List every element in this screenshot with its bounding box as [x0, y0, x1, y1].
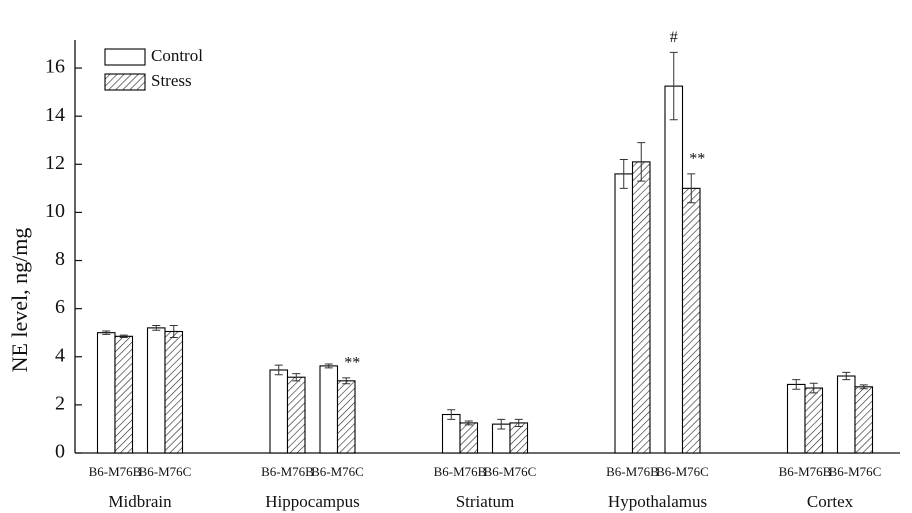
- error-bar: [324, 363, 333, 369]
- bar: [164, 330, 184, 454]
- group-label: Hippocampus: [265, 492, 359, 511]
- bar: [96, 332, 116, 454]
- group-label: Cortex: [807, 492, 854, 511]
- bar: [441, 413, 461, 454]
- bar: [286, 376, 306, 454]
- error-bar: [792, 379, 801, 390]
- bar: [146, 327, 166, 454]
- error-bar: [669, 51, 678, 121]
- y-tick-label: 6: [55, 296, 65, 318]
- legend-swatch: [104, 48, 146, 66]
- x-tick-label: B6-M76C: [656, 464, 709, 479]
- bar: [114, 335, 134, 454]
- bar: [319, 365, 339, 454]
- bar: [804, 387, 824, 454]
- error-bar: [447, 409, 456, 420]
- error-bar: [292, 373, 301, 382]
- error-bar: [152, 324, 161, 331]
- error-bar: [809, 382, 818, 394]
- bar: [269, 369, 289, 454]
- group-label: Midbrain: [108, 492, 172, 511]
- error-bar: [169, 324, 178, 339]
- error-bar: [274, 364, 283, 376]
- y-tick-label: 14: [45, 104, 65, 126]
- bar: [854, 386, 874, 454]
- group-label: Striatum: [456, 492, 515, 511]
- y-axis-label: NE level, ng/mg: [7, 228, 32, 373]
- error-bar: [637, 142, 646, 182]
- error-bar: [464, 420, 473, 426]
- error-bar: [119, 334, 128, 339]
- y-tick-label: 16: [45, 56, 65, 78]
- bar: [664, 85, 684, 454]
- x-tick-label: B6-M76C: [484, 464, 537, 479]
- bar: [509, 422, 529, 454]
- error-bar: [514, 418, 523, 428]
- error-bar: [859, 384, 868, 390]
- error-bar: [102, 330, 111, 335]
- x-tick-label: B6-M76B: [89, 464, 142, 479]
- bar: [336, 380, 356, 454]
- annotation: **: [689, 151, 705, 168]
- y-tick-label: 10: [45, 200, 65, 222]
- x-tick-label: B6-M76B: [779, 464, 832, 479]
- y-tick-label: 8: [55, 248, 65, 270]
- legend-label: Control: [151, 46, 203, 65]
- bar: [786, 383, 806, 454]
- error-bar: [497, 418, 506, 430]
- error-bar: [342, 377, 351, 385]
- annotation: **: [344, 355, 360, 372]
- bar: [614, 173, 634, 454]
- y-tick-label: 2: [55, 392, 65, 414]
- error-bar: [842, 371, 851, 381]
- annotation: #: [670, 29, 678, 46]
- y-tick-label: 0: [55, 441, 65, 463]
- y-tick-label: 4: [55, 344, 65, 366]
- bar: [681, 187, 701, 454]
- x-tick-label: B6-M76C: [829, 464, 882, 479]
- legend-label: Stress: [151, 71, 192, 90]
- group-label: Hypothalamus: [608, 492, 707, 511]
- bar: [459, 422, 479, 454]
- bar: [836, 375, 856, 454]
- y-tick-label: 12: [45, 152, 65, 174]
- x-tick-label: B6-M76C: [139, 464, 192, 479]
- x-tick-label: B6-M76B: [434, 464, 487, 479]
- x-tick-label: B6-M76B: [261, 464, 314, 479]
- legend-swatch: [104, 73, 146, 91]
- x-tick-label: B6-M76B: [606, 464, 659, 479]
- bar: [631, 161, 651, 454]
- error-bar: [687, 173, 696, 204]
- x-tick-label: B6-M76C: [311, 464, 364, 479]
- error-bar: [619, 158, 628, 189]
